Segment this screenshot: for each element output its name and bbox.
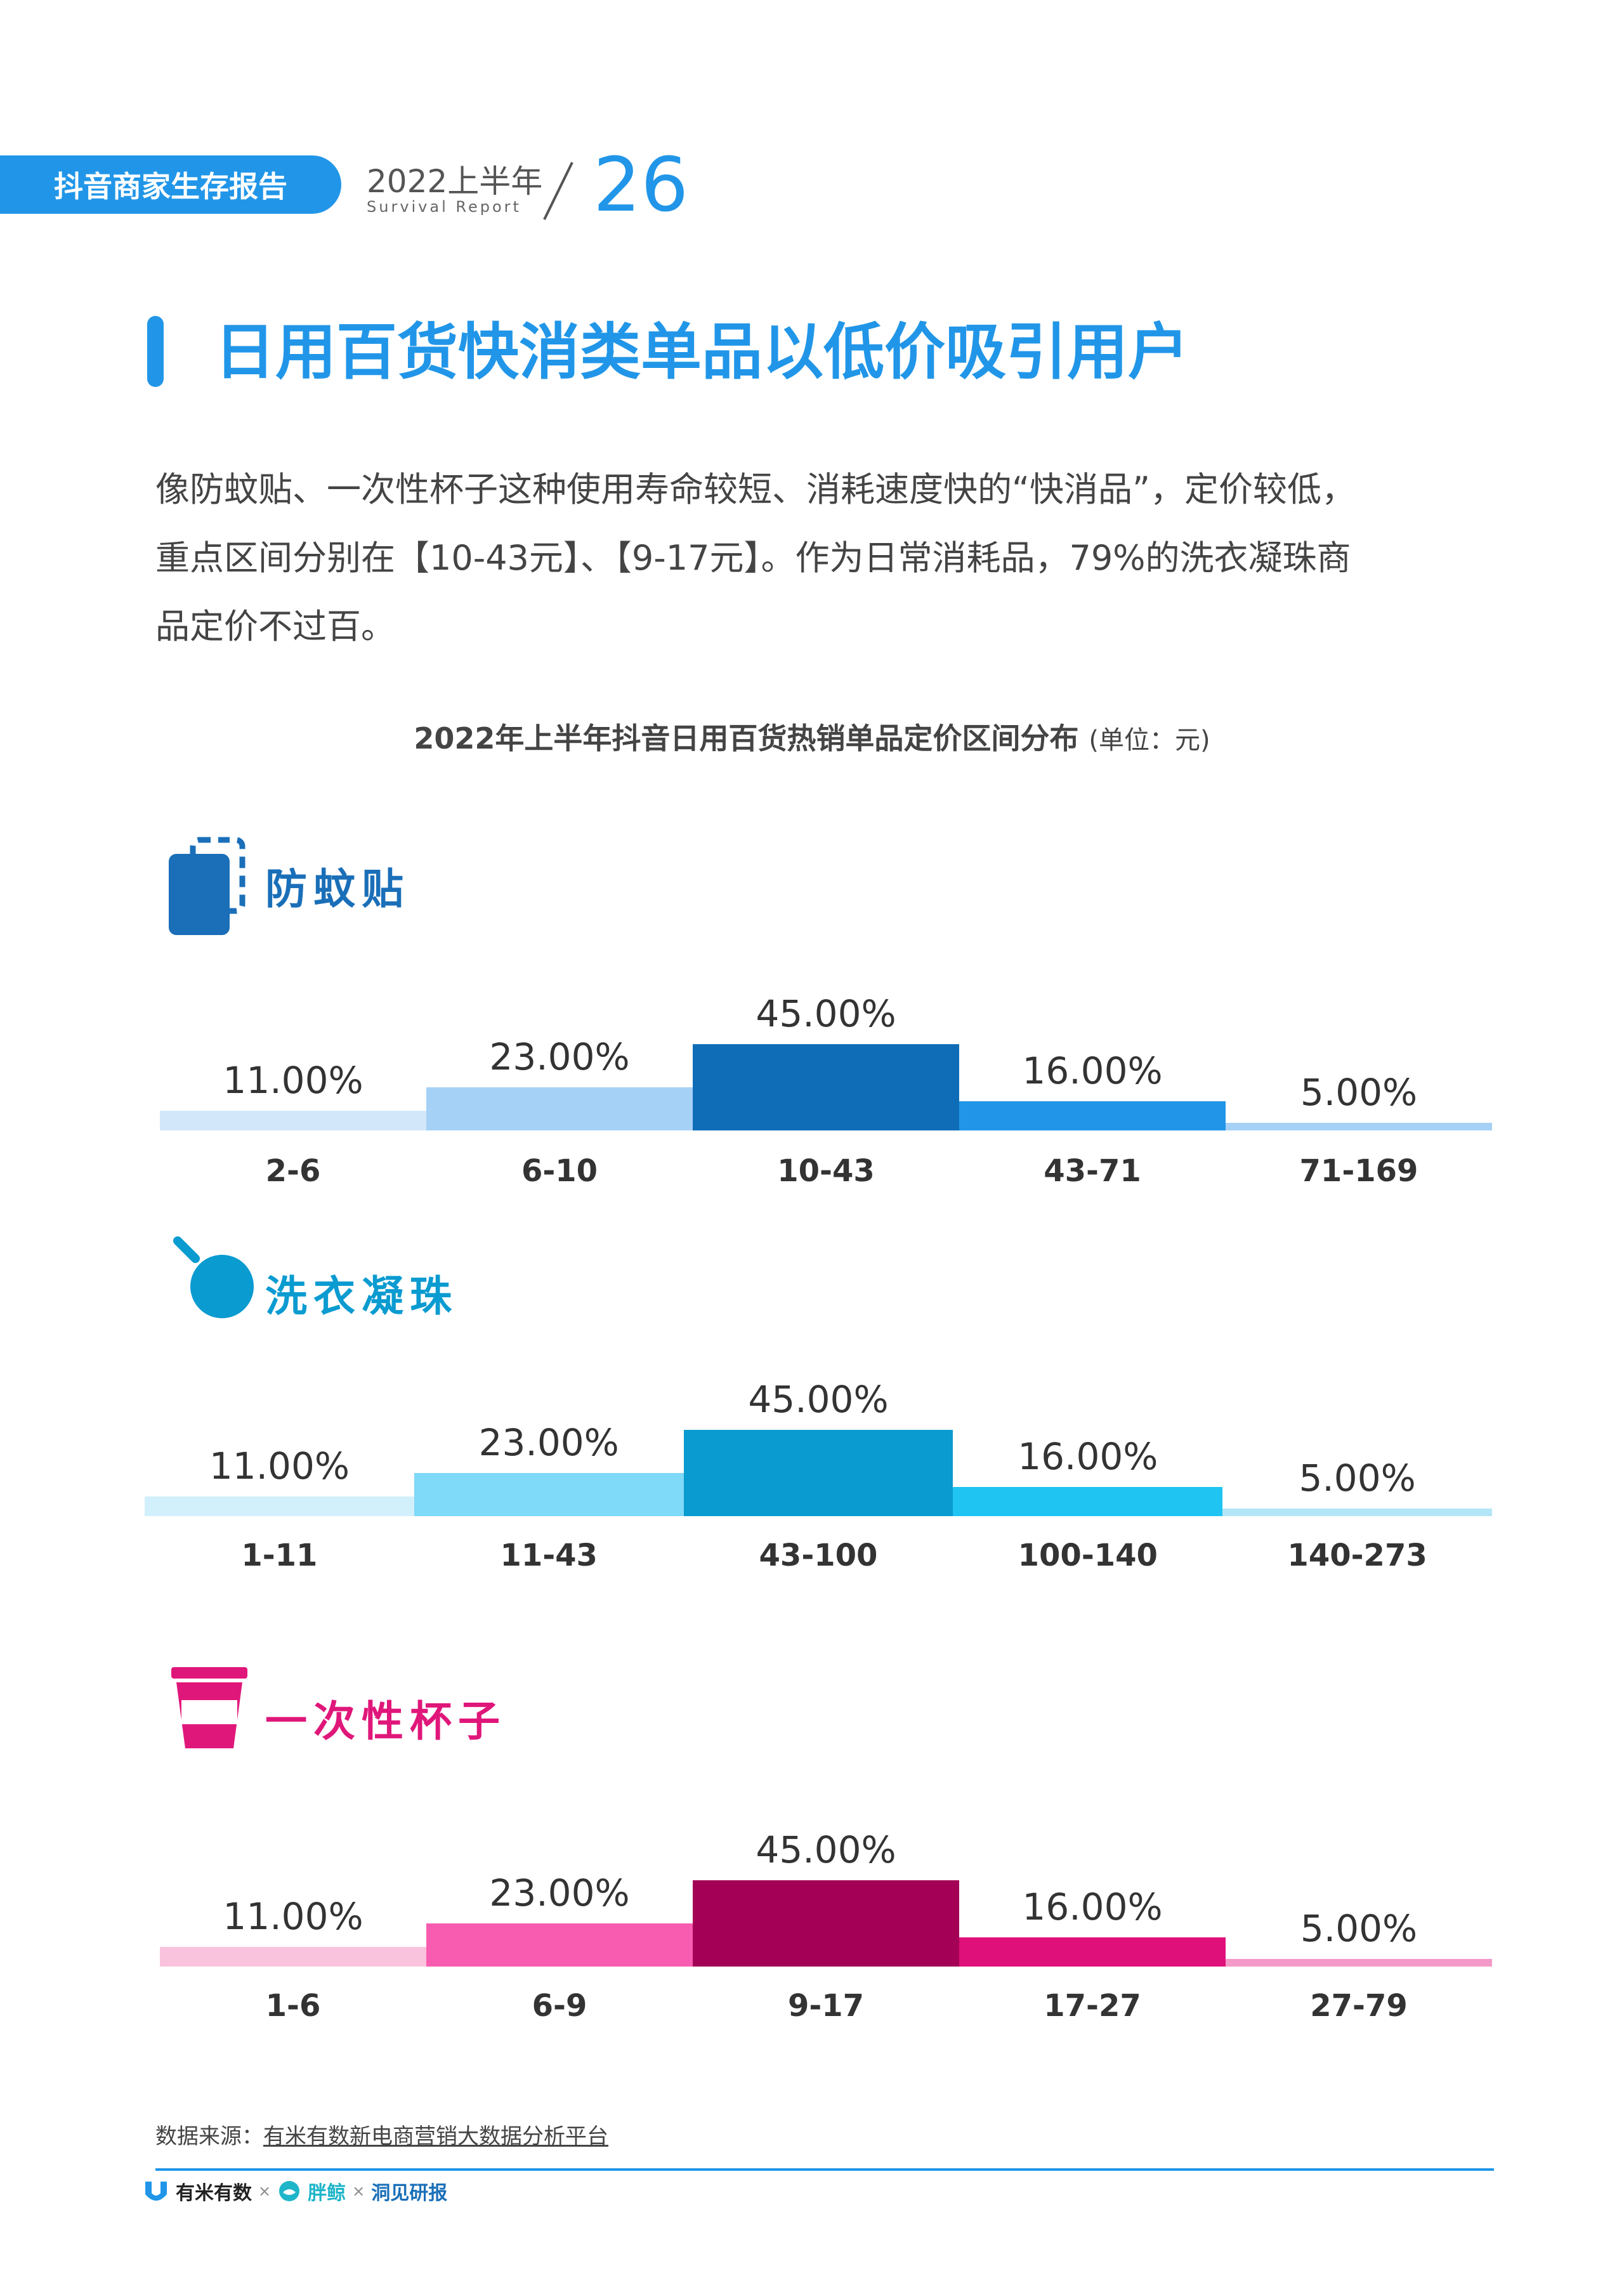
footer-divider: [155, 2168, 1494, 2171]
value-label: 23.00%: [489, 1035, 630, 1079]
bar-6-10: [426, 1087, 693, 1130]
paragraph-line: 品定价不过百。: [155, 606, 395, 646]
value-label: 45.00%: [756, 992, 896, 1035]
section-name-mosquito-patch: 防蚊贴: [265, 865, 410, 913]
logo-separator: ×: [258, 2182, 272, 2200]
report-year: 2022上半年: [367, 163, 543, 200]
whale-logo-icon: [279, 2181, 300, 2201]
value-label: 23.00%: [478, 1421, 619, 1465]
category-label: 9-17: [787, 1988, 865, 2024]
chart-unit: (单位：元): [1089, 726, 1210, 755]
category-label: 43-71: [1044, 1153, 1141, 1189]
source-label: 数据来源：: [155, 2124, 263, 2149]
chart-title: 2022年上半年抖音日用百货热销单品定价区间分布 (单位：元): [0, 716, 1624, 757]
value-label: 45.00%: [756, 1828, 896, 1871]
paragraph-line: 重点区间分别在【10-43元】、【9-17元】。作为日常消耗品，79%的洗衣凝珠…: [155, 538, 1351, 578]
category-label: 27-79: [1310, 1988, 1408, 2024]
category-label: 6-10: [521, 1153, 598, 1189]
logo-youmi: 有米有数: [176, 2182, 252, 2204]
chart-title-text: 2022年上半年抖音日用百货热销单品定价区间分布: [414, 721, 1079, 756]
category-label: 140-273: [1287, 1538, 1427, 1573]
logo-dongjian: 洞见研报: [371, 2182, 448, 2204]
report-subtitle: Survival Report: [367, 198, 521, 216]
bar-43-100: [683, 1430, 953, 1516]
bar-100-140: [953, 1486, 1223, 1516]
category-label: 17-27: [1044, 1988, 1141, 2024]
value-label: 11.00%: [223, 1059, 363, 1103]
value-label: 5.00%: [1300, 1071, 1418, 1114]
section-name-disposable-cups: 一次性杯子: [265, 1697, 506, 1746]
report-tag: 抖音商家生存报告: [0, 155, 341, 214]
slash-divider: [543, 162, 573, 220]
bar-43-71: [959, 1101, 1226, 1130]
cup-icon: [171, 1667, 247, 1748]
category-label: 11-43: [500, 1538, 598, 1573]
bar-2-6: [160, 1111, 426, 1130]
logo-pangjing: 胖鲸: [308, 2182, 346, 2204]
category-label: 43-100: [759, 1538, 878, 1573]
bar-27-79: [1226, 1959, 1492, 1967]
bar-140-273: [1222, 1509, 1492, 1516]
category-label: 71-169: [1299, 1153, 1418, 1189]
bar-9-17: [693, 1880, 959, 1967]
bar-1-6: [160, 1947, 426, 1967]
bar-10-43: [693, 1044, 959, 1130]
category-label: 6-9: [532, 1988, 587, 2024]
value-label: 16.00%: [1022, 1885, 1163, 1928]
value-label: 16.00%: [1022, 1049, 1163, 1092]
youmi-logo-icon: [145, 2182, 167, 2201]
category-label: 1-11: [241, 1538, 318, 1573]
patch-icon: [169, 837, 246, 935]
partner-logos: 有米有数 × 胖鲸 × 洞见研报: [143, 2177, 447, 2205]
source-link[interactable]: 有米有数新电商营销大数据分析平台: [263, 2124, 608, 2149]
category-label: 10-43: [777, 1153, 875, 1189]
paragraph-line: 像防蚊贴、一次性杯子这种使用寿命较短、消耗速度快的“快消品”，定价较低，: [155, 469, 1356, 509]
page-number: 26: [593, 141, 689, 228]
category-label: 100-140: [1018, 1538, 1158, 1573]
value-label: 45.00%: [748, 1378, 889, 1421]
bar-71-169: [1226, 1123, 1492, 1130]
bar-17-27: [959, 1937, 1226, 1967]
bar-1-11: [145, 1496, 414, 1516]
value-label: 5.00%: [1299, 1457, 1416, 1500]
value-label: 16.00%: [1018, 1434, 1158, 1478]
intro-paragraph: 像防蚊贴、一次性杯子这种使用寿命较短、消耗速度快的“快消品”，定价较低， 重点区…: [155, 455, 1500, 661]
section-name-laundry-pods: 洗衣凝珠: [265, 1272, 458, 1321]
logo-separator: ×: [352, 2182, 365, 2200]
page-title: 日用百货快消类单品以低价吸引用户: [214, 317, 1189, 388]
title-accent-bar: [147, 316, 164, 387]
value-label: 11.00%: [209, 1444, 350, 1488]
data-source: 数据来源：有米有数新电商营销大数据分析平台: [155, 2119, 608, 2150]
bar-11-43: [414, 1473, 684, 1516]
category-label: 2-6: [265, 1153, 321, 1189]
laundry-pod-icon: [173, 1236, 254, 1318]
value-label: 5.00%: [1300, 1907, 1418, 1950]
value-label: 23.00%: [489, 1871, 630, 1915]
value-label: 11.00%: [223, 1895, 363, 1939]
bar-6-9: [426, 1923, 693, 1967]
category-label: 1-6: [265, 1988, 321, 2024]
